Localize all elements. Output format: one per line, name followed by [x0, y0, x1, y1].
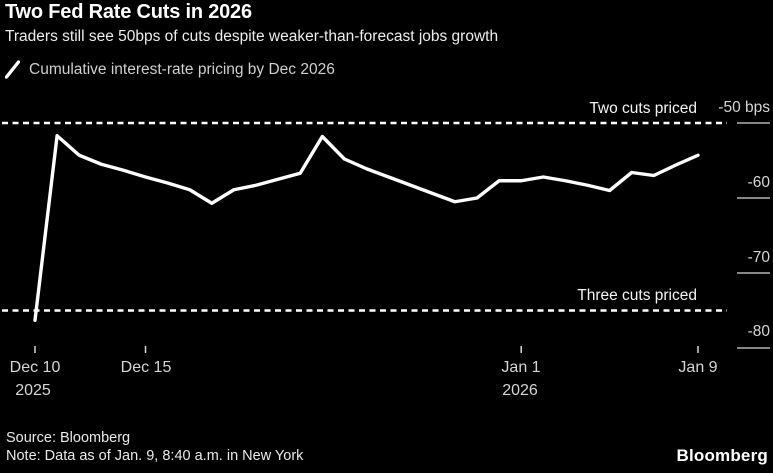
source-text: Source: Bloomberg — [6, 430, 131, 446]
bloomberg-logo: Bloomberg — [676, 446, 768, 465]
x-axis-label-jan1: Jan 1 — [501, 359, 541, 376]
chart-title: Two Fed Rate Cuts in 2026 — [5, 1, 252, 23]
legend: Cumulative interest-rate pricing by Dec … — [5, 60, 335, 79]
annotation-two-cuts-priced: Two cuts priced — [589, 100, 697, 117]
x-axis-label-2025: 2025 — [15, 382, 51, 399]
line-series-icon — [5, 60, 20, 79]
y-axis-label-60: -60 — [747, 174, 770, 191]
y-axis-label-50bps: -50 bps — [718, 99, 770, 116]
chart-subtitle: Traders still see 50bps of cuts despite … — [5, 28, 499, 45]
note-text: Note: Data as of Jan. 9, 8:40 a.m. in Ne… — [6, 448, 304, 464]
x-axis-label-jan9: Jan 9 — [678, 359, 718, 376]
annotation-three-cuts-priced: Three cuts priced — [577, 287, 697, 304]
x-axis-label-2026: 2026 — [502, 382, 538, 399]
y-axis-label-80: -80 — [747, 323, 770, 340]
legend-label: Cumulative interest-rate pricing by Dec … — [29, 60, 335, 78]
x-axis-label-dec15: Dec 15 — [120, 359, 172, 376]
x-axis-label-dec10: Dec 10 — [9, 359, 61, 376]
y-axis-label-70: -70 — [747, 249, 770, 266]
